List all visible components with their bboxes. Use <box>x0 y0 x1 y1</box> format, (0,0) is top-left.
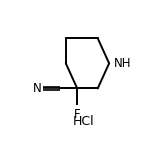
Text: NH: NH <box>114 57 131 70</box>
Text: HCl: HCl <box>73 115 95 128</box>
Text: N: N <box>33 82 42 95</box>
Text: F: F <box>74 108 81 121</box>
